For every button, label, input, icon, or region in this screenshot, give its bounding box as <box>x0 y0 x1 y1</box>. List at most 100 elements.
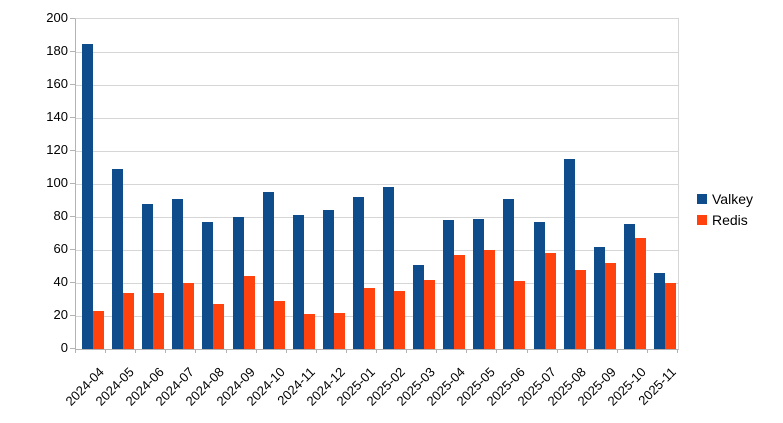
bar-group <box>469 218 499 349</box>
bar-group <box>198 221 228 349</box>
y-axis-tick <box>70 150 75 151</box>
y-axis-tick <box>70 51 75 52</box>
x-axis-tick <box>586 349 588 353</box>
gridline <box>76 151 678 152</box>
bar-group <box>289 215 319 349</box>
y-axis-tick <box>70 282 75 283</box>
bar-valkey <box>563 159 575 349</box>
x-axis-tick <box>556 349 558 353</box>
bar-redis <box>153 292 165 349</box>
legend-swatch <box>697 194 707 204</box>
bar-valkey <box>413 264 425 349</box>
x-axis-tick <box>315 349 317 353</box>
bar-valkey <box>533 221 545 349</box>
y-axis-label: 0 <box>60 340 68 355</box>
bar-group <box>259 192 289 349</box>
bar-redis <box>243 276 255 349</box>
x-axis-tick <box>466 349 468 353</box>
bar-group <box>439 220 469 349</box>
bar-valkey <box>322 210 334 349</box>
y-axis-tick <box>70 315 75 316</box>
gridline <box>76 118 678 119</box>
bar-group <box>229 217 259 349</box>
x-axis-tick <box>165 349 167 353</box>
y-axis-tick <box>70 216 75 217</box>
bar-valkey <box>352 197 364 349</box>
gridline <box>76 250 678 251</box>
bar-group <box>560 159 590 349</box>
bar-valkey <box>383 187 395 349</box>
legend-item: Redis <box>697 213 753 227</box>
y-axis-tick <box>70 249 75 250</box>
y-axis-tick <box>70 348 75 349</box>
bar-group <box>319 210 349 349</box>
bar-redis <box>303 314 315 349</box>
bar-redis <box>544 253 556 349</box>
bar-redis <box>213 304 225 349</box>
bar-valkey <box>112 169 124 349</box>
bar-valkey <box>503 198 515 349</box>
y-axis-tick <box>70 183 75 184</box>
bar-valkey <box>623 223 635 349</box>
bar-redis <box>424 279 436 349</box>
bar-redis <box>574 269 586 349</box>
x-axis-tick <box>646 349 648 353</box>
bar-valkey <box>142 203 154 349</box>
bar-group <box>650 273 680 349</box>
bar-group <box>499 198 529 349</box>
y-axis-label: 80 <box>53 208 68 223</box>
gridline <box>76 52 678 53</box>
x-axis-tick <box>376 349 377 353</box>
gridline <box>76 283 678 284</box>
bar-redis <box>484 250 496 349</box>
bar-valkey <box>593 246 605 349</box>
bar-group <box>409 264 439 349</box>
y-axis-tick <box>70 18 75 19</box>
bar-valkey <box>653 273 665 349</box>
x-axis-tick <box>255 349 257 353</box>
bar-valkey <box>443 220 455 349</box>
y-axis-label: 100 <box>46 175 68 190</box>
bar-group <box>78 43 108 349</box>
y-axis-label: 160 <box>46 76 68 91</box>
bar-redis <box>273 301 285 349</box>
bar-redis <box>604 263 616 349</box>
x-axis-tick <box>526 349 528 353</box>
x-axis-tick <box>436 349 438 353</box>
bar-valkey <box>262 192 274 349</box>
y-axis-label: 20 <box>53 307 68 322</box>
bar-redis <box>123 292 135 349</box>
y-axis-label: 140 <box>46 109 68 124</box>
plot-area <box>75 18 679 350</box>
bar-group <box>108 169 138 349</box>
bar-group <box>379 187 409 349</box>
bar-group <box>590 246 620 349</box>
legend-label: Valkey <box>712 191 753 207</box>
gridline <box>76 184 678 185</box>
bar-redis <box>363 287 375 349</box>
x-axis-tick <box>496 349 498 353</box>
y-axis-label: 180 <box>46 43 68 58</box>
legend-swatch <box>697 215 707 225</box>
bar-redis <box>333 312 345 349</box>
bar-redis <box>394 291 406 349</box>
bar-valkey <box>202 221 214 349</box>
legend-label: Redis <box>712 212 748 228</box>
y-axis-label: 40 <box>53 274 68 289</box>
bar-redis <box>183 283 195 349</box>
bar-valkey <box>292 215 304 349</box>
x-axis-tick <box>105 349 107 353</box>
legend: Valkey Redis <box>697 192 753 234</box>
y-axis-tick <box>70 84 75 85</box>
bar-redis <box>93 311 105 349</box>
bar-redis <box>514 281 526 349</box>
y-axis-label: 120 <box>46 142 68 157</box>
x-axis-tick <box>195 349 197 353</box>
bar-redis <box>634 238 646 349</box>
bar-group <box>168 198 198 349</box>
x-axis-tick <box>677 349 678 353</box>
legend-item: Valkey <box>697 192 753 206</box>
bar-valkey <box>232 217 244 349</box>
gridline <box>76 316 678 317</box>
